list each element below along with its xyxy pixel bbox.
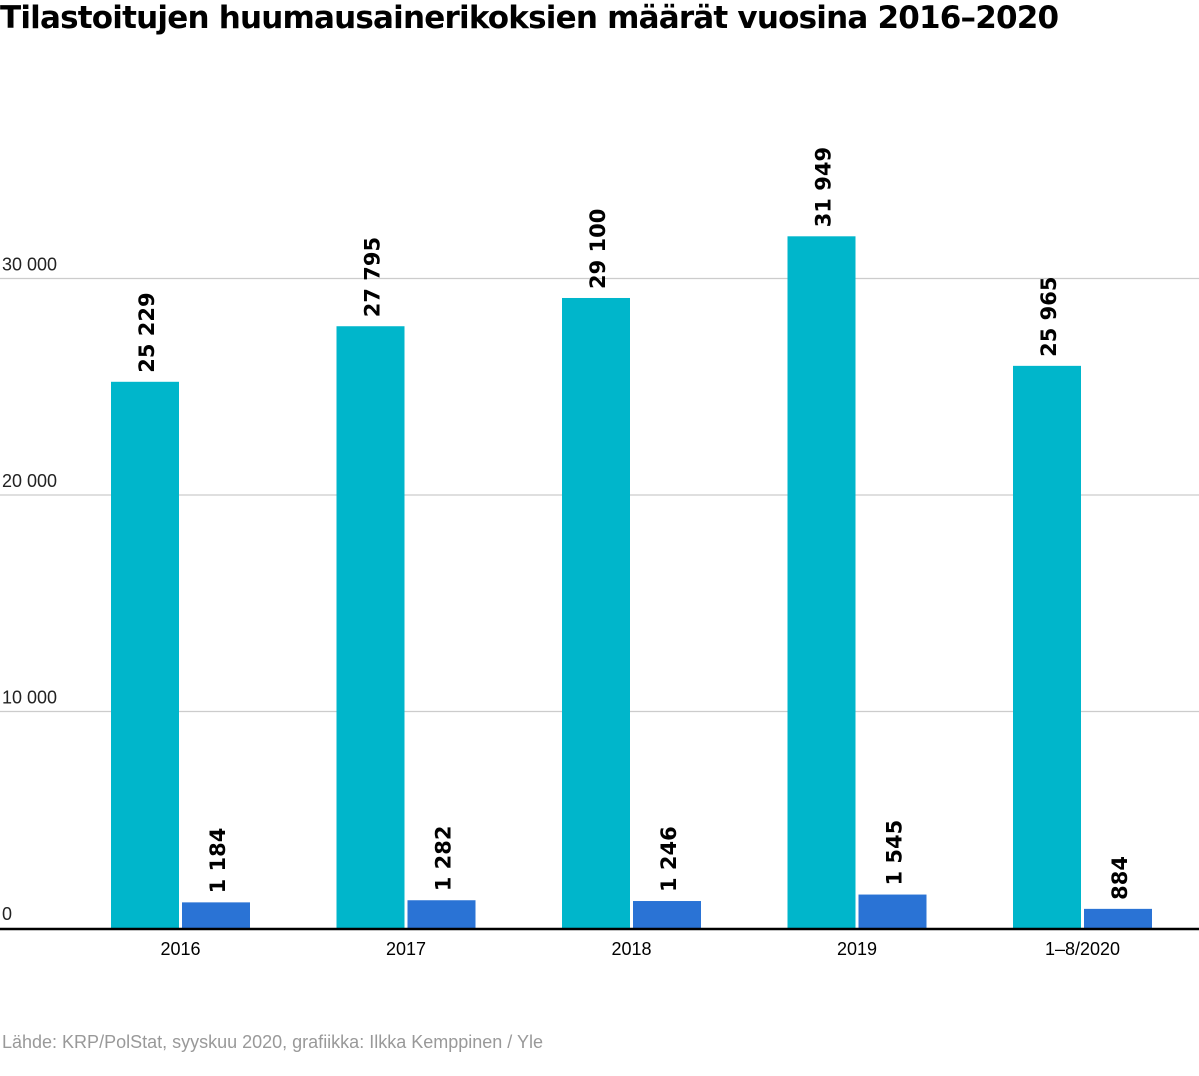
bar	[562, 297, 630, 928]
bar	[407, 900, 476, 928]
x-tick-label: 2018	[611, 939, 651, 959]
x-axis-ticks: 2016 2017 2018 2019 1–8/2020	[160, 939, 1120, 959]
data-label: 25 965	[1037, 276, 1061, 356]
bar-chart: 0 10 000 20 000 30 000 25 229 1 184 27 795 1 2…	[0, 147, 1199, 959]
data-label: 25 229	[135, 292, 159, 372]
data-label: 1 246	[657, 826, 681, 892]
bar	[336, 326, 405, 928]
data-label: 31 949	[812, 147, 836, 227]
bar	[858, 894, 927, 928]
y-axis-ticks: 0 10 000 20 000 30 000	[2, 255, 57, 925]
y-tick-label: 30 000	[2, 255, 57, 275]
data-label: 29 100	[586, 209, 610, 289]
y-tick-label: 20 000	[2, 471, 57, 491]
bar	[633, 901, 701, 928]
bar	[1013, 365, 1081, 928]
data-label: 1 545	[883, 820, 907, 886]
source-credit: Lähde: KRP/PolStat, syyskuu 2020, grafii…	[2, 1032, 543, 1052]
data-labels: 25 229 1 184 27 795 1 282 29 100 1 246 31 949 1…	[135, 147, 1132, 900]
x-tick-label: 2019	[837, 939, 877, 959]
data-label: 884	[1108, 856, 1132, 900]
chart-title: Tilastoitujen huumausainerikoksien määrä…	[0, 0, 1059, 36]
data-label: 1 184	[206, 828, 230, 894]
bar	[1084, 908, 1152, 928]
y-tick-label: 10 000	[2, 688, 57, 708]
x-tick-label: 2016	[160, 939, 200, 959]
bar	[182, 902, 250, 928]
x-tick-label: 1–8/2020	[1045, 939, 1120, 959]
x-tick-label: 2017	[386, 939, 426, 959]
bars	[111, 236, 1152, 929]
data-label: 27 795	[361, 237, 385, 317]
y-tick-label: 0	[2, 904, 12, 924]
bar	[787, 236, 856, 929]
bar	[111, 381, 179, 929]
data-label: 1 282	[432, 825, 456, 891]
